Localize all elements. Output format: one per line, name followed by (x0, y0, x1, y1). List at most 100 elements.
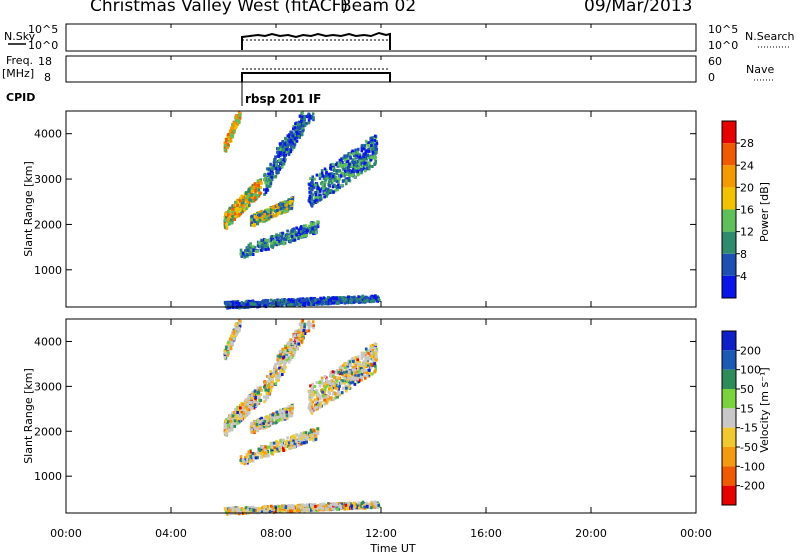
heatmap-cell (286, 209, 289, 213)
heatmap-cell (235, 417, 238, 421)
heatmap-cell (308, 397, 311, 401)
heatmap-cell (290, 206, 294, 210)
heatmap-cell (367, 351, 370, 355)
nsky-trace (241, 31, 391, 50)
heatmap-cell (309, 116, 313, 120)
heatmap-cell (232, 330, 236, 334)
heatmap-cell (305, 115, 309, 119)
heatmap-cell (239, 455, 243, 459)
heatmap-cell (288, 506, 291, 509)
heatmap-cell (293, 238, 297, 242)
heatmap-cell (370, 300, 373, 304)
heatmap-cell (289, 231, 293, 235)
heatmap-cell (239, 252, 242, 256)
heatmap-cell (318, 302, 321, 306)
heatmap-cell (323, 167, 327, 171)
heatmap-cell (351, 158, 355, 162)
heatmap-cell (261, 241, 264, 245)
heatmap-cell (230, 334, 234, 337)
heatmap-cell (307, 117, 311, 121)
heatmap-cell (318, 193, 321, 197)
heatmap-cell (324, 386, 327, 389)
heatmap-cell (282, 361, 286, 365)
heatmap-cell (350, 170, 354, 173)
heatmap-cell (251, 199, 254, 203)
heatmap-cell (338, 158, 342, 162)
heatmap-cell (251, 459, 255, 463)
heatmap-cell (301, 115, 304, 119)
heatmap-cell (243, 251, 247, 255)
heatmap-cell (320, 376, 324, 380)
heatmap-cell (247, 450, 251, 454)
heatmap-cell (368, 146, 372, 150)
heatmap-cell (242, 201, 245, 204)
heatmap-cell (269, 213, 273, 217)
heatmap-cell (283, 407, 287, 411)
heatmap-cell (316, 223, 319, 227)
heatmap-cell (267, 210, 270, 214)
heatmap-cell (242, 253, 246, 257)
heatmap-cell (269, 182, 273, 185)
heatmap-cell (335, 297, 339, 301)
heatmap-cell (311, 175, 314, 179)
heatmap-cell (239, 207, 242, 211)
heatmap-cell (238, 113, 242, 117)
heatmap-cell (310, 204, 314, 208)
heatmap-cell (310, 195, 314, 199)
heatmap-cell (326, 192, 330, 196)
heatmap-cell (338, 297, 342, 301)
nsky-right-tick-top: 10^5 (708, 23, 738, 36)
heatmap-cell (321, 301, 325, 305)
heatmap-cell (281, 298, 284, 302)
heatmap-cell (316, 427, 319, 431)
heatmap-cell (345, 300, 349, 304)
heatmap-cell (316, 225, 320, 229)
heatmap-cell (253, 422, 256, 425)
heatmap-cell (316, 298, 320, 302)
heatmap-cell (292, 127, 295, 131)
heatmap-cell (256, 249, 259, 253)
heatmap-cell (251, 253, 255, 256)
heatmap-cell (247, 201, 251, 205)
heatmap-cell (286, 204, 290, 208)
heatmap-cell (239, 304, 243, 308)
heatmap-cell (304, 431, 308, 435)
heatmap-cell (237, 324, 240, 328)
heatmap-cell (237, 119, 241, 123)
heatmap-cell (277, 146, 280, 150)
heatmap-cell (354, 163, 358, 167)
heatmap-cell (315, 198, 318, 202)
heatmap-cell (308, 407, 312, 411)
heatmap-cell (249, 456, 253, 460)
heatmap-cell (373, 501, 376, 505)
heatmap-cell (323, 195, 326, 199)
heatmap-cell (257, 241, 261, 244)
heatmap-cell (329, 166, 332, 170)
heatmap-cell (316, 393, 320, 397)
heatmap-cell (234, 115, 238, 119)
heatmap-cell (303, 117, 306, 121)
heatmap-cell (377, 297, 380, 301)
heatmap-cell (250, 196, 254, 199)
heatmap-cell (298, 122, 301, 126)
nsky-tick-bottom: 10^0 (28, 39, 58, 52)
nsearch-label: N.Search (745, 30, 795, 43)
heatmap-cell (275, 368, 278, 372)
heatmap-cell (264, 505, 267, 508)
heatmap-cell (284, 444, 288, 448)
heatmap-cell (224, 304, 228, 308)
heatmap-cell (228, 415, 232, 419)
cpid-value: rbsp 201 IF (245, 92, 321, 106)
heatmap-cell (347, 167, 350, 171)
heatmap-cell (310, 188, 313, 192)
heatmap-cell (316, 430, 319, 434)
heatmap-cell (316, 432, 320, 435)
heatmap-cell (308, 227, 312, 230)
heatmap-cell (227, 424, 230, 428)
heatmap-cell (335, 387, 339, 391)
heatmap-cell (371, 151, 375, 155)
heatmap-cell (254, 395, 257, 399)
heatmap-cell (287, 445, 290, 449)
heatmap-cell (308, 196, 312, 200)
heatmap-cell (323, 174, 327, 178)
